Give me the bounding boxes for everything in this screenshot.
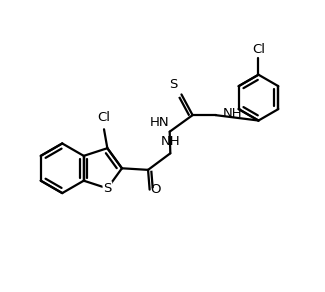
Text: S: S (169, 78, 178, 91)
Text: HN: HN (150, 116, 169, 129)
Text: NH: NH (223, 107, 242, 120)
Text: Cl: Cl (253, 43, 266, 55)
Text: O: O (150, 183, 161, 196)
Text: S: S (103, 182, 111, 195)
Text: NH: NH (161, 135, 180, 147)
Text: Cl: Cl (97, 111, 110, 124)
